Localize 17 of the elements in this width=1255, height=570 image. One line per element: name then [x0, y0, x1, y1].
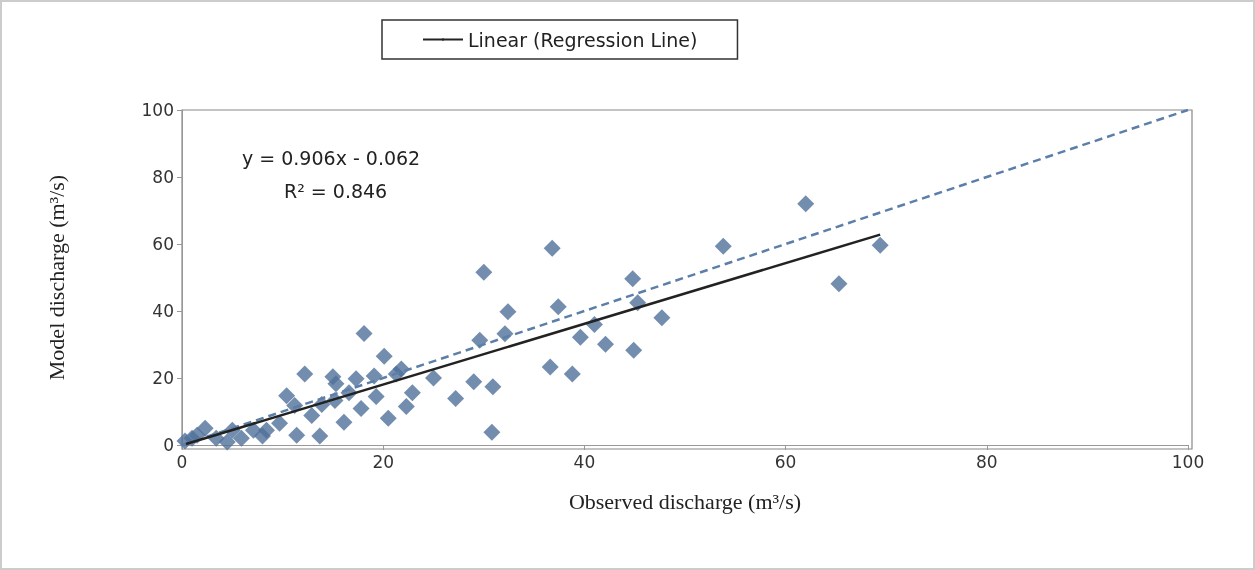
x-tick-label: 60	[774, 451, 797, 472]
y-tick-label: 80	[152, 167, 174, 187]
legend-label: Linear (Regression Line)	[468, 28, 698, 51]
x-tick-label: 20	[372, 451, 395, 472]
x-tick-label: 80	[975, 451, 998, 472]
x-tick-label: 0	[176, 451, 188, 472]
x-tick-label: 100	[1171, 451, 1205, 472]
y-tick-label: 40	[152, 301, 174, 321]
y-tick-label: 60	[152, 234, 174, 254]
y-tick-label: 0	[163, 435, 174, 455]
y-tick-label: 100	[141, 100, 174, 120]
annotation: y = 0.906x - 0.062	[242, 146, 421, 169]
annotation: R² = 0.846	[284, 179, 388, 202]
y-tick-label: 20	[152, 368, 174, 388]
y-axis-title: Model discharge (m³/s)	[43, 174, 69, 381]
x-axis-title: Observed discharge (m³/s)	[568, 488, 802, 514]
x-tick-label: 40	[573, 451, 596, 472]
